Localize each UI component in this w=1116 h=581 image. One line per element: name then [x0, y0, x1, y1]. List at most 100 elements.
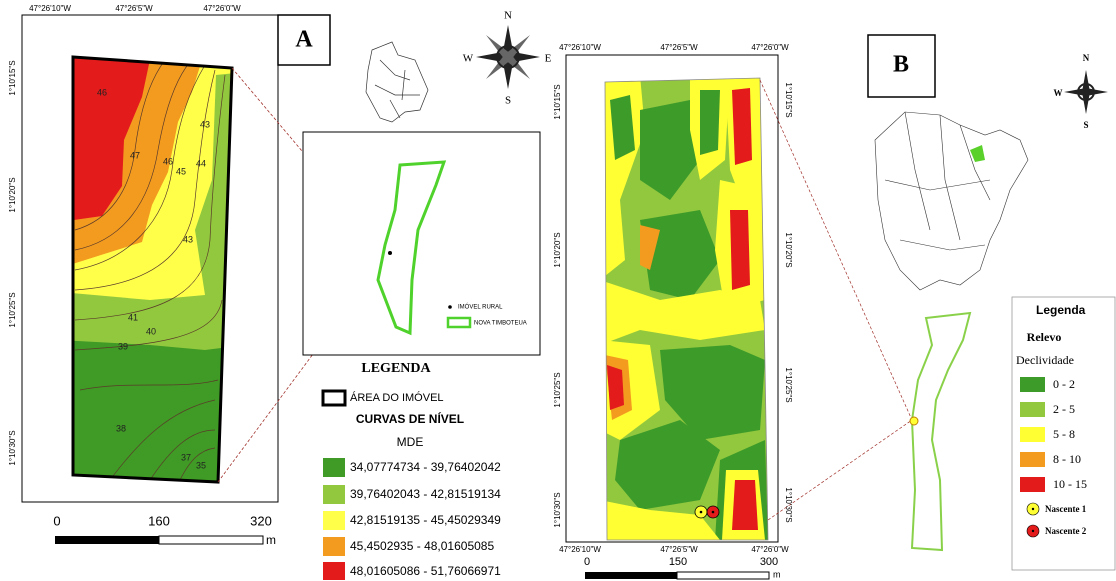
coord-label: 47°26'10"W: [29, 4, 71, 13]
coord-label: 1°10'20"S: [784, 232, 793, 267]
legend-swatch: [1020, 427, 1045, 442]
legend-label: 5 - 8: [1053, 427, 1075, 441]
legend-label: 42,81519135 - 45,45029349: [350, 513, 501, 527]
compass-label: E: [545, 53, 552, 65]
legend-label: 34,07774734 - 39,76402042: [350, 460, 501, 474]
coord-label: 1°10'15"S: [784, 82, 793, 117]
property-point: [910, 417, 918, 425]
spring-2: [712, 511, 715, 514]
legend-label: Nascente 1: [1045, 504, 1087, 514]
legend-label: 48,01605086 - 51,76066971: [350, 564, 501, 578]
scale-unit: m: [773, 569, 781, 579]
scale-bar: [159, 536, 263, 544]
compass: N W S: [1054, 53, 1109, 130]
slope-map: [600, 75, 775, 545]
contour-label: 44: [196, 158, 206, 168]
contour-label: 43: [183, 234, 193, 244]
legend-label: 39,76402043 - 42,81519134: [350, 487, 501, 501]
compass-label: W: [463, 53, 474, 65]
legend-label: 2 - 5: [1053, 402, 1075, 416]
panel-label: A: [295, 27, 313, 53]
contour-label: 46: [163, 156, 173, 166]
compass-label: S: [505, 95, 511, 107]
legend-symbol: [1032, 530, 1034, 532]
legend-label: 8 - 10: [1053, 452, 1081, 466]
contour-label: 43: [200, 119, 210, 129]
legend-label: ÁREA DO IMÓVEL: [350, 391, 444, 404]
compass-label: S: [1083, 120, 1088, 130]
coord-label: 1°10'20"S: [8, 177, 17, 212]
coord-label: 47°26'10"W: [559, 43, 601, 52]
inset-legend-label: NOVA TIMBOTEUA: [474, 321, 527, 327]
contour-label: 38: [116, 423, 126, 433]
scale-label: 0: [584, 556, 590, 568]
legend-swatch: [1020, 477, 1045, 492]
scale-bar: [55, 536, 159, 544]
state-outline: [366, 42, 428, 122]
legend-swatch: [323, 485, 345, 504]
spring-1: [700, 511, 703, 514]
coord-label: 1°10'25"S: [8, 292, 17, 327]
coord-label: 1°10'30"S: [8, 430, 17, 465]
scale-label: 320: [250, 513, 272, 528]
municipality-highlight: [970, 145, 985, 162]
scale-bar: [585, 572, 677, 579]
panel-label: B: [893, 52, 909, 78]
coord-label: 47°26'5"W: [115, 4, 153, 13]
legend-heading: Relevo: [1027, 330, 1062, 344]
coord-label: 1°10'20"S: [553, 232, 562, 267]
legend-swatch: [323, 562, 345, 580]
legend-title: LEGENDA: [361, 361, 431, 376]
coord-label: 1°10'25"S: [784, 367, 793, 402]
legend-label: 10 - 15: [1053, 477, 1087, 491]
legend-heading: Declividade: [1016, 353, 1074, 367]
coord-label: 47°26'5"W: [660, 43, 698, 52]
panel-b: 47°26'10"W 47°26'5"W 47°26'0"W 47°26'10"…: [553, 35, 1115, 579]
scale-unit: m: [266, 533, 276, 547]
zoom-line: [768, 420, 912, 520]
legend-swatch: [323, 458, 345, 477]
coord-label: 47°26'0"W: [751, 43, 789, 52]
zoom-line: [760, 80, 912, 420]
property-point: [388, 251, 392, 255]
scale-label: 300: [760, 556, 778, 568]
state-outline: [875, 112, 1028, 290]
contour-label: 35: [196, 460, 206, 470]
coord-label: 1°10'30"S: [553, 492, 562, 527]
contour-label: 39: [118, 341, 128, 351]
contour-label: 40: [146, 326, 156, 336]
inset-legend-label: IMÓVEL RURAL: [458, 304, 503, 311]
legend-heading: MDE: [397, 435, 424, 449]
scale-label: 0: [53, 513, 60, 528]
legend-heading: CURVAS DE NÍVEL: [356, 411, 464, 426]
municipality-outline: [912, 313, 970, 550]
legend-swatch: [1020, 377, 1045, 392]
panel-a: 47°26'10"W 47°26'5"W 47°26'0"W 1°10'15"S…: [8, 4, 552, 580]
coord-label: 47°26'10"W: [559, 545, 601, 554]
coord-label: 1°10'15"S: [8, 60, 17, 95]
coord-label: 1°10'15"S: [553, 84, 562, 119]
legend-label: 0 - 2: [1053, 377, 1075, 391]
coord-label: 1°10'25"S: [553, 372, 562, 407]
compass-label: W: [1054, 88, 1063, 98]
coord-label: 47°26'5"W: [660, 545, 698, 554]
contour-label: 45: [176, 166, 186, 176]
legend-symbol: [448, 305, 452, 309]
legend-swatch: [323, 511, 345, 530]
contour-label: 37: [181, 452, 191, 462]
coord-label: 1°10'30"S: [784, 487, 793, 522]
compass: N E S W: [463, 10, 552, 107]
legend-label: 45,4502935 - 48,01605085: [350, 539, 494, 553]
compass-label: N: [1083, 53, 1090, 63]
legend-swatch: [1020, 402, 1045, 417]
coord-label: 47°26'0"W: [203, 4, 241, 13]
legend-symbol: [323, 391, 345, 405]
legend-title: Legenda: [1036, 303, 1086, 317]
contour-label: 46: [97, 87, 107, 97]
coord-label: 47°26'0"W: [751, 545, 789, 554]
scale-label: 160: [148, 513, 170, 528]
contour-label: 47: [130, 150, 140, 160]
figure: 47°26'10"W 47°26'5"W 47°26'0"W 1°10'15"S…: [0, 0, 1116, 581]
legend-label: Nascente 2: [1045, 526, 1087, 536]
legend-swatch: [1020, 452, 1045, 467]
